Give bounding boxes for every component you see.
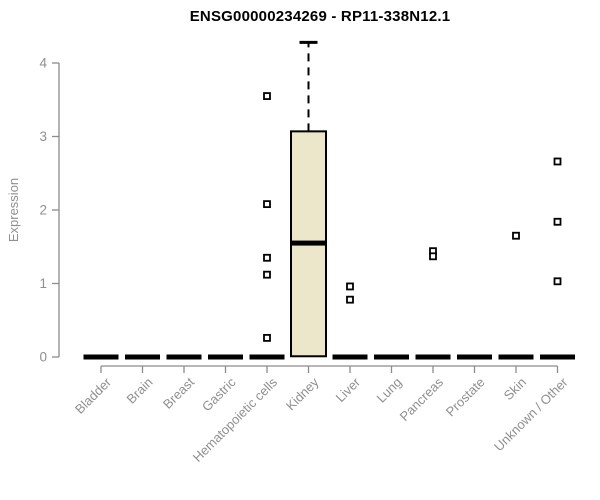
category-label: Pancreas bbox=[397, 374, 447, 424]
outlier-point bbox=[553, 217, 562, 226]
outlier-point bbox=[553, 157, 562, 166]
zero-median-bar bbox=[457, 354, 492, 360]
outlier-point bbox=[512, 231, 520, 240]
outlier-point bbox=[263, 253, 271, 262]
zero-median-bar bbox=[415, 354, 451, 360]
category-label: Kidney bbox=[283, 374, 322, 413]
outlier-point bbox=[346, 282, 354, 291]
category-label: Skin bbox=[501, 375, 529, 403]
outlier-point bbox=[346, 295, 354, 304]
y-tick-label: 3 bbox=[39, 129, 47, 144]
zero-median-bar bbox=[125, 354, 160, 360]
zero-median-bar bbox=[208, 354, 243, 360]
category-label: Gastric bbox=[199, 374, 239, 414]
zero-median-bar bbox=[332, 354, 368, 360]
outlier-point bbox=[553, 277, 562, 286]
outlier-point bbox=[263, 333, 271, 342]
zero-median-bar bbox=[540, 354, 575, 360]
zero-median-bar bbox=[498, 354, 534, 360]
category-label: Bladder bbox=[72, 374, 115, 417]
y-tick-label: 1 bbox=[39, 276, 47, 291]
category-label: Lung bbox=[374, 375, 405, 406]
outlier-point bbox=[263, 200, 271, 209]
zero-median-bar bbox=[249, 354, 285, 360]
category-label: Breast bbox=[160, 374, 197, 411]
outlier-point bbox=[429, 252, 437, 261]
zero-median-bar bbox=[374, 354, 409, 360]
category-label: Unknown / Other bbox=[491, 374, 571, 454]
median-line bbox=[291, 240, 326, 246]
zero-median-bar bbox=[83, 354, 119, 360]
outlier-point bbox=[263, 92, 271, 100]
zero-median-bar bbox=[166, 354, 202, 360]
y-tick-label: 2 bbox=[39, 203, 47, 218]
outlier-point bbox=[263, 270, 271, 279]
y-tick-label: 4 bbox=[39, 56, 47, 71]
category-label: Liver bbox=[333, 374, 364, 405]
y-tick-label: 0 bbox=[39, 350, 47, 365]
chart-title: ENSG00000234269 - RP11-338N12.1 bbox=[189, 8, 451, 25]
category-label: Brain bbox=[124, 375, 156, 407]
category-label: Prostate bbox=[443, 375, 488, 420]
